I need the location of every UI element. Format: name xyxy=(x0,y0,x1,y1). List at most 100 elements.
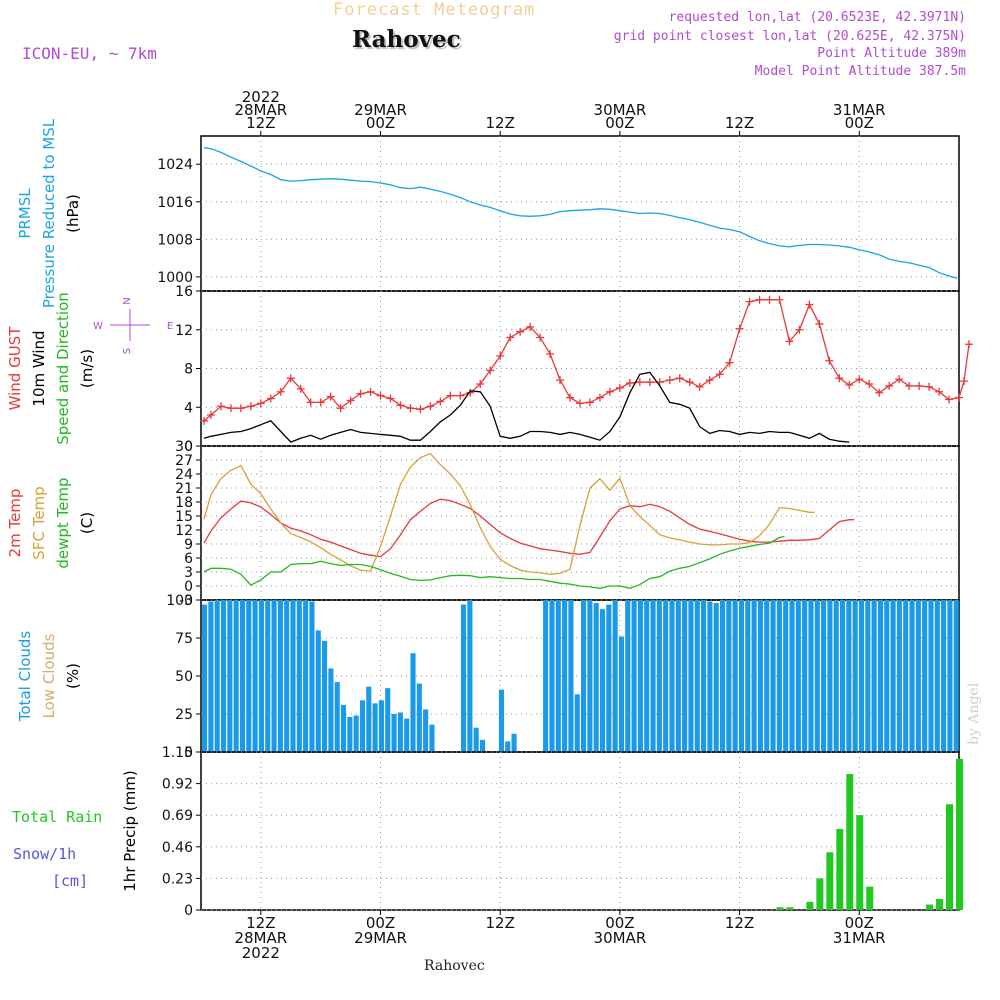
wind-ylabel: Speed and Direction xyxy=(54,292,72,445)
precip-ylabel: 1hr Precip (mm) xyxy=(121,770,139,891)
pressure-prmsl-line xyxy=(203,147,958,279)
wind-gust-point xyxy=(406,404,415,413)
clouds-total-bar xyxy=(877,600,883,752)
clouds-ytick-label: 25 xyxy=(175,707,193,723)
top-axis-label: 12Z xyxy=(486,114,515,132)
clouds-total-bar xyxy=(328,668,334,752)
wind-gust-point xyxy=(516,327,525,336)
clouds-total-bar xyxy=(555,600,561,752)
wind-frame xyxy=(200,290,960,447)
wind-gust-point xyxy=(595,393,604,402)
clouds-total-bar xyxy=(719,600,726,752)
temperature-ytick-label: 15 xyxy=(175,509,193,525)
clouds-total-bar xyxy=(309,601,315,752)
wind-gust-point xyxy=(815,319,824,328)
clouds-total-bar xyxy=(208,601,214,752)
bottom-axis-label: 30MAR xyxy=(594,929,647,947)
wind-gust-point xyxy=(276,387,285,396)
wind-ytick-label: 12 xyxy=(175,323,193,339)
precip-ytick-label: 0.23 xyxy=(162,871,193,887)
clouds-total-bar xyxy=(821,600,827,752)
bottom-axis-label: 00Z xyxy=(366,914,395,932)
top-axis-label: 00Z xyxy=(845,114,874,132)
pressure-ytick-label: 1000 xyxy=(157,270,193,286)
wind-gust-point xyxy=(246,402,255,411)
wind-ytick-label: 8 xyxy=(184,362,193,378)
clouds-ylabel: Total Clouds xyxy=(16,631,34,723)
wind-gust-point xyxy=(665,376,674,385)
clouds-total-bar xyxy=(915,600,921,752)
precip-side-label: Snow/1h xyxy=(13,845,76,863)
clouds-total-bar xyxy=(271,600,277,752)
clouds-total-bar xyxy=(795,600,801,752)
clouds-total-bar xyxy=(397,712,403,752)
wind-gust-point xyxy=(336,404,345,413)
clouds-total-bar xyxy=(941,600,947,752)
temperature-ytick-label: 18 xyxy=(175,495,193,511)
temperature-ytick-label: 27 xyxy=(175,453,193,469)
top-axis-label: 00Z xyxy=(605,114,634,132)
precip-rain-bar xyxy=(806,901,814,910)
wind-gust-point xyxy=(795,325,804,334)
wind-gust-point xyxy=(486,366,495,375)
clouds-total-bar xyxy=(751,600,757,752)
bottom-axis-label: 12Z xyxy=(246,914,275,932)
compass-cross xyxy=(110,309,150,341)
clouds-ytick-label: 75 xyxy=(175,631,193,647)
clouds-total-bar xyxy=(896,600,902,752)
precip-frame xyxy=(200,751,960,911)
clouds-total-bar xyxy=(429,724,435,752)
wind-gust-point xyxy=(915,381,924,390)
clouds-total-bar xyxy=(284,600,290,752)
wind-gust-point xyxy=(585,398,594,407)
wind-gust-point xyxy=(266,394,275,403)
pressure-frame xyxy=(200,135,960,292)
clouds-total-bar xyxy=(227,600,233,752)
top-axis-label: 12Z xyxy=(246,114,275,132)
precip-ytick-label: 0.92 xyxy=(162,777,193,793)
wind-gust-point xyxy=(715,370,724,379)
clouds-total-bar xyxy=(290,600,296,752)
clouds-total-bar xyxy=(732,600,738,752)
wind-gust-point xyxy=(805,300,814,309)
location-title: Rahovec xyxy=(352,26,461,53)
wind-gust-point xyxy=(256,399,265,408)
wind-gust-point xyxy=(356,389,365,398)
wind-gust-point xyxy=(326,392,335,401)
bottom-axis-label: 31MAR xyxy=(833,929,886,947)
wind-ylabel: Wind GUST xyxy=(6,326,24,411)
clouds-total-bar xyxy=(858,600,865,752)
wind-gust-point xyxy=(615,383,624,392)
clouds-total-bar xyxy=(726,600,732,752)
clouds-total-bar xyxy=(934,600,940,752)
pressure-ytick-label: 1008 xyxy=(157,232,193,248)
clouds-total-bar xyxy=(423,709,429,752)
wind-gust-point xyxy=(959,377,968,386)
clouds-total-bar xyxy=(334,682,340,752)
wind-gust-point xyxy=(725,358,734,367)
temperature-ytick-label: 21 xyxy=(175,481,193,497)
clouds-total-bar xyxy=(903,600,909,752)
clouds-total-bar xyxy=(359,700,366,752)
wind-gust-point xyxy=(845,380,854,389)
clouds-total-bar xyxy=(884,600,890,752)
top-axis-label: 2022 xyxy=(242,88,280,106)
clouds-total-bar xyxy=(776,600,782,752)
wind-gust-point xyxy=(765,295,774,304)
precip-ytick-label: 0 xyxy=(184,903,193,919)
temperature-ytick-label: 24 xyxy=(175,467,193,483)
wind-gust-point xyxy=(366,387,375,396)
wind-ytick-label: 4 xyxy=(184,400,193,416)
compass-north: N xyxy=(122,297,133,304)
clouds-total-bar xyxy=(789,600,795,752)
clouds-total-bar xyxy=(909,600,915,752)
clouds-ylabel: Low Clouds xyxy=(40,633,58,718)
wind-gust-point xyxy=(755,295,764,304)
clouds-total-bar xyxy=(757,600,763,752)
clouds-total-bar xyxy=(574,694,580,752)
wind-gust-point xyxy=(855,375,864,384)
clouds-total-bar xyxy=(606,604,612,752)
clouds-total-bar xyxy=(644,600,650,752)
clouds-total-bar xyxy=(562,600,568,752)
wind-wind10m-line xyxy=(203,371,850,443)
